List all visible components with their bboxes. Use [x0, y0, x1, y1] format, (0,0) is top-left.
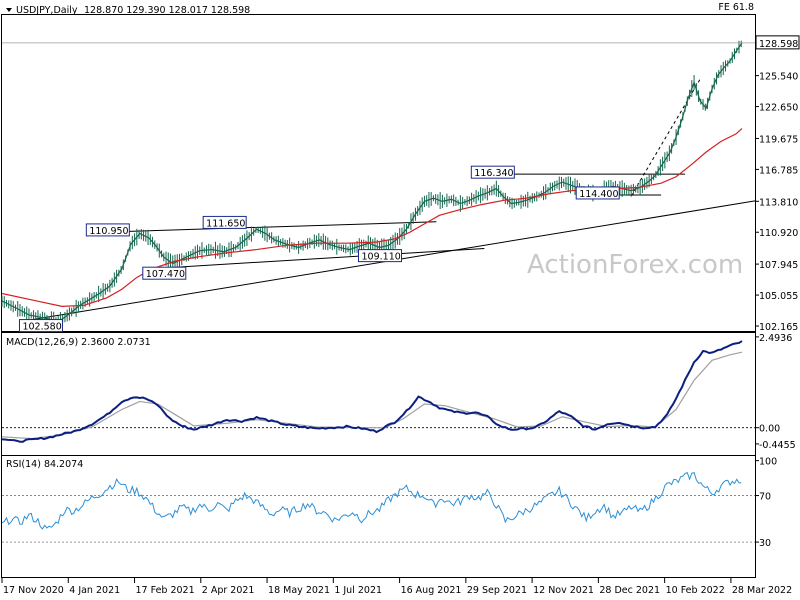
y-tick-label: 70	[759, 492, 771, 503]
macd-line	[1, 340, 743, 443]
price-annotation-box	[85, 223, 130, 237]
price-annotation-label: 107.470	[146, 269, 185, 280]
last-price-label: 128.598	[759, 39, 798, 50]
price-annotation-label: 110.950	[89, 226, 128, 237]
price-panel-frame	[1, 14, 756, 332]
price-layer: 128.598 102.580 110.950 107.470 111.650 109.1…	[1, 35, 800, 333]
y-tick-label: 113.810	[759, 197, 798, 208]
rsi-title: RSI(14) 84.2074	[6, 459, 83, 470]
trendline-upper	[129, 221, 437, 232]
x-tick-label: 1 Jul 2021	[334, 585, 382, 596]
ohlc-label: 128.870 129.390 128.017 128.598	[84, 5, 250, 16]
dropdown-arrow-icon[interactable]	[6, 8, 12, 12]
x-tick-label: 10 Feb 2022	[666, 585, 725, 596]
price-annotation-box	[358, 249, 403, 263]
x-tick-label: 17 Nov 2020	[3, 585, 64, 596]
y-tick-label: 107.945	[759, 260, 798, 271]
x-tick-label: 4 Jan 2021	[69, 585, 120, 596]
symbol-label: USDJPY,Daily	[16, 5, 78, 16]
y-tick-label: 0.00	[759, 424, 780, 435]
x-tick-label: 18 May 2021	[268, 585, 330, 596]
price-annotation-box	[142, 266, 187, 280]
price-annotation-label: 102.580	[22, 322, 61, 333]
price-annotation-box	[575, 186, 620, 200]
y-tick-label: 102.165	[759, 322, 798, 333]
x-tick-label: 12 Nov 2021	[533, 585, 594, 596]
price-annotation-label: 111.650	[206, 218, 245, 229]
trendline-lower	[148, 248, 485, 270]
x-tick-label: 28 Dec 2021	[599, 585, 660, 596]
x-tick-label: 28 Mar 2022	[732, 585, 792, 596]
x-tick-label: 29 Sep 2021	[467, 585, 527, 596]
y-tick-label: 30	[759, 538, 771, 549]
macd-layer	[1, 340, 755, 443]
rsi-line	[1, 471, 742, 530]
y-tick-label: 100	[759, 457, 777, 468]
price-annotation-box	[202, 215, 247, 229]
y-tick-label: 119.675	[759, 134, 798, 145]
y-tick-label: 116.785	[759, 165, 798, 176]
rsi-layer	[1, 471, 755, 543]
price-line	[1, 42, 743, 323]
y-tick-label: 125.540	[759, 72, 798, 83]
x-tick-label: 16 Aug 2021	[401, 585, 462, 596]
axis-layer: 125.540 122.650 119.675 116.785 113.810 110.9…	[1, 72, 798, 596]
moving-average-line	[1, 128, 743, 307]
fe-projection-line	[630, 79, 701, 197]
price-annotation-box	[470, 165, 515, 179]
x-tick-label: 2 Apr 2021	[202, 585, 255, 596]
fe-label: FE 61.8	[718, 2, 754, 13]
x-tick-label: 17 Feb 2021	[136, 585, 195, 596]
macd-title: MACD(12,26,9) 2.3600 2.0731	[6, 337, 151, 348]
price-annotation-box	[18, 319, 63, 333]
macd-panel-frame	[1, 332, 756, 456]
price-annotation-label: 109.110	[362, 252, 401, 263]
rsi-panel-frame	[1, 455, 756, 578]
last-price-box	[755, 35, 800, 50]
price-annotation-label: 116.340	[474, 168, 513, 179]
y-tick-label: 105.055	[759, 291, 798, 302]
y-tick-label: 122.650	[759, 103, 798, 114]
y-tick-label: 2.4936	[759, 333, 792, 344]
watermark: ActionForex.com	[527, 250, 743, 280]
price-annotation-label: 114.400	[579, 189, 618, 200]
y-tick-label: -0.4455	[759, 440, 796, 451]
y-tick-label: 110.920	[759, 228, 798, 239]
